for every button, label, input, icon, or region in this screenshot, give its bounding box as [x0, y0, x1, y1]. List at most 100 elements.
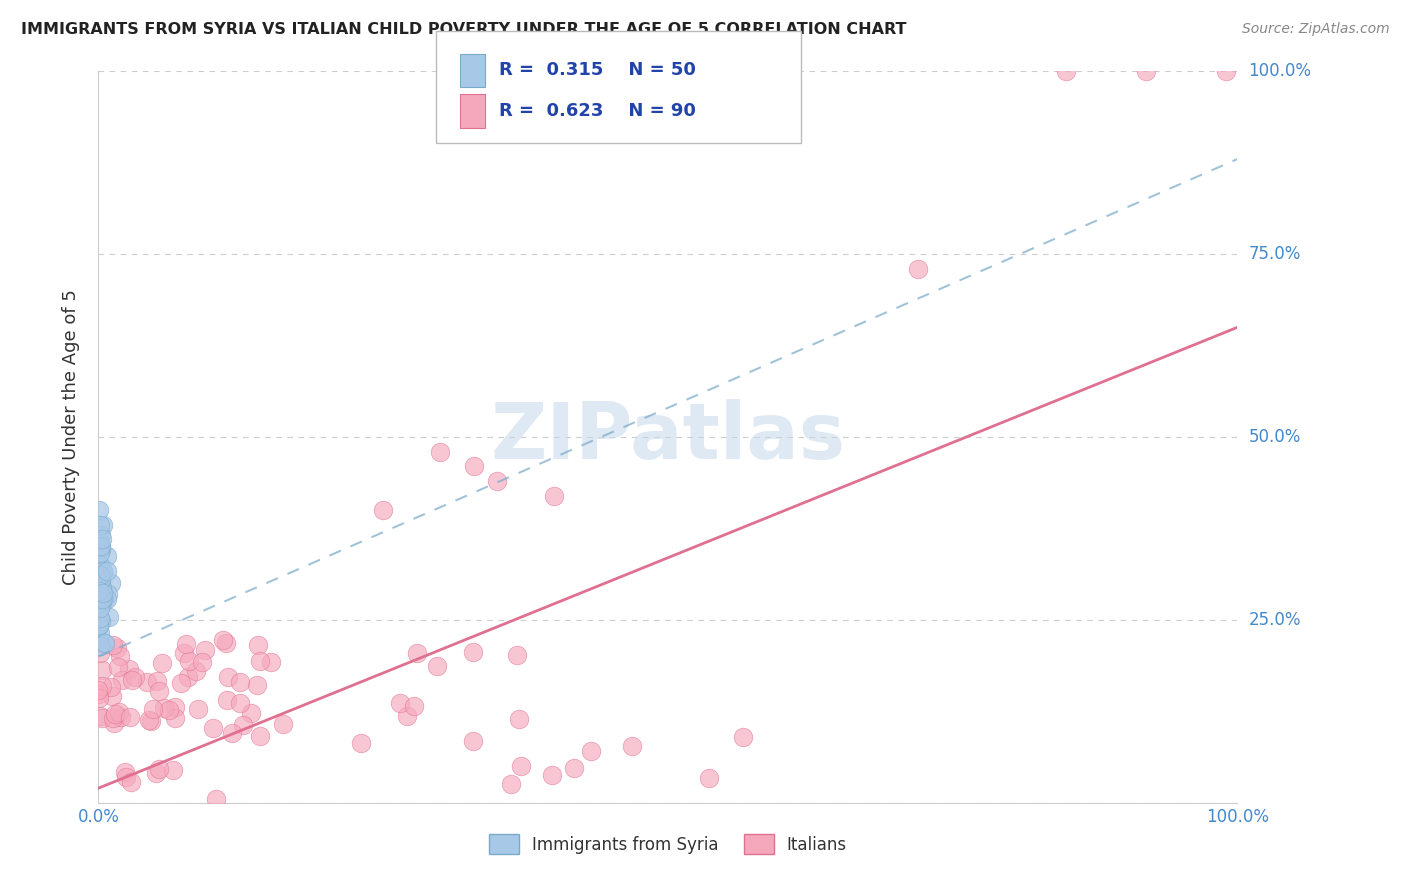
Point	[733, 731, 755, 745]
Point	[89, 503, 111, 517]
Point	[1135, 64, 1157, 78]
Point	[105, 641, 128, 656]
Point	[118, 710, 141, 724]
Point	[90, 527, 112, 541]
Point	[93, 565, 115, 579]
Point	[90, 590, 112, 604]
Point	[271, 716, 294, 731]
Point	[101, 638, 124, 652]
Point	[506, 648, 529, 662]
Point	[93, 592, 115, 607]
Point	[350, 736, 373, 750]
Point	[89, 540, 111, 554]
Point	[145, 766, 167, 780]
Point	[87, 584, 110, 599]
Point	[1215, 64, 1237, 78]
Point	[89, 573, 111, 587]
Point	[463, 459, 485, 474]
Point	[91, 592, 114, 607]
Point	[139, 714, 162, 728]
Point	[165, 700, 187, 714]
Point	[176, 670, 198, 684]
Point	[87, 569, 110, 583]
Point	[187, 702, 209, 716]
Point	[173, 646, 195, 660]
Point	[91, 586, 114, 600]
Point	[89, 567, 111, 582]
Point	[91, 588, 114, 602]
Point	[89, 574, 111, 588]
Point	[90, 540, 112, 554]
Point	[91, 564, 114, 578]
Y-axis label: Child Poverty Under the Age of 5: Child Poverty Under the Age of 5	[62, 289, 80, 585]
Point	[426, 659, 449, 673]
Point	[89, 640, 111, 654]
Point	[148, 763, 170, 777]
Point	[87, 687, 110, 701]
Point	[87, 618, 110, 632]
Point	[89, 618, 111, 632]
Point	[541, 768, 564, 782]
Point	[89, 581, 111, 595]
Point	[91, 711, 114, 725]
Point	[91, 581, 114, 595]
Point	[501, 777, 523, 791]
Point	[699, 771, 721, 785]
Point	[89, 546, 111, 560]
Point	[371, 503, 394, 517]
Point	[581, 744, 603, 758]
Point	[247, 639, 270, 653]
Point	[170, 675, 193, 690]
Point	[249, 654, 271, 668]
Point	[221, 726, 243, 740]
Point	[101, 690, 124, 704]
Point	[249, 729, 271, 743]
Point	[429, 444, 451, 458]
Point	[90, 541, 112, 556]
Text: 50.0%: 50.0%	[1249, 428, 1301, 446]
Point	[510, 759, 533, 773]
Point	[232, 718, 254, 732]
Point	[93, 636, 115, 650]
Point	[138, 713, 160, 727]
Point	[191, 655, 214, 669]
Point	[90, 615, 112, 629]
Point	[97, 586, 120, 600]
Point	[212, 632, 235, 647]
Point	[543, 489, 565, 503]
Point	[907, 261, 929, 276]
Point	[486, 474, 509, 488]
Point	[91, 517, 114, 532]
Point	[246, 678, 269, 692]
Point	[101, 711, 124, 725]
Point	[90, 679, 112, 693]
Point	[621, 739, 644, 753]
Legend: Immigrants from Syria, Italians: Immigrants from Syria, Italians	[482, 828, 853, 860]
Point	[204, 792, 226, 806]
Text: R =  0.315    N = 50: R = 0.315 N = 50	[499, 62, 696, 79]
Point	[87, 576, 110, 591]
Point	[89, 601, 111, 615]
Point	[90, 663, 112, 677]
Point	[153, 701, 176, 715]
Point	[97, 609, 120, 624]
Point	[120, 774, 142, 789]
Point	[229, 697, 252, 711]
Point	[406, 646, 429, 660]
Point	[110, 648, 132, 663]
Point	[89, 539, 111, 553]
Point	[114, 765, 136, 780]
Point	[163, 710, 186, 724]
Point	[90, 572, 112, 586]
Point	[89, 590, 111, 604]
Point	[463, 645, 485, 659]
Point	[142, 702, 165, 716]
Point	[91, 591, 114, 606]
Text: Source: ZipAtlas.com: Source: ZipAtlas.com	[1241, 22, 1389, 37]
Point	[87, 533, 110, 548]
Point	[93, 636, 115, 650]
Point	[90, 576, 112, 591]
Point	[103, 716, 125, 731]
Point	[461, 733, 484, 747]
Point	[111, 673, 134, 687]
